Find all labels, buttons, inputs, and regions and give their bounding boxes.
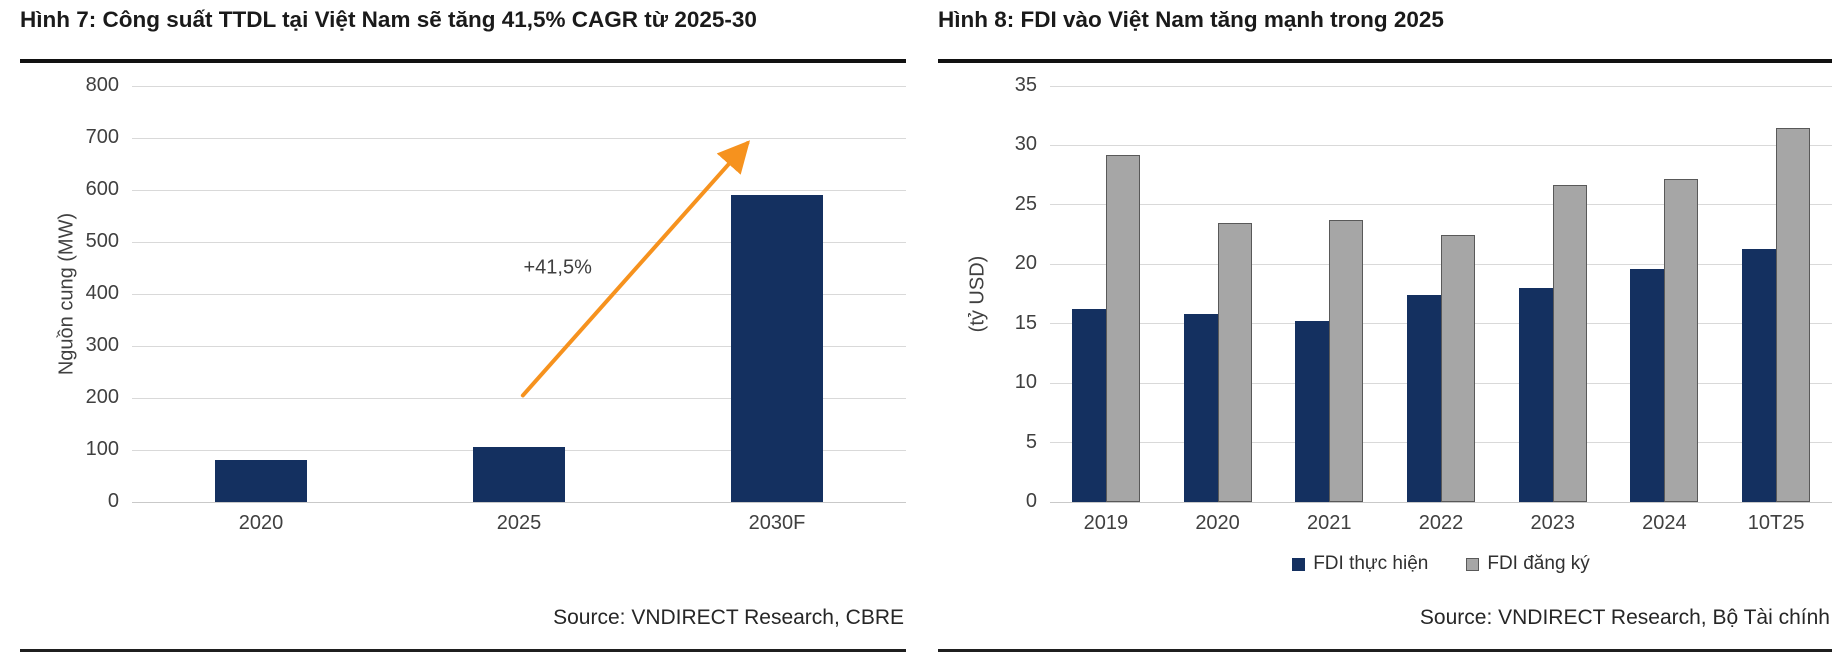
x-axis-label: 2020 xyxy=(1195,512,1240,534)
legend-label: FDI đăng ký xyxy=(1487,553,1590,574)
bar xyxy=(1329,220,1364,502)
y-tick-label: 5 xyxy=(1025,430,1037,453)
y-tick-label: 700 xyxy=(85,126,119,149)
gridline xyxy=(1050,85,1832,87)
bar xyxy=(1776,127,1811,502)
y-tick-label: 600 xyxy=(85,178,119,201)
x-axis-label: 2020 xyxy=(238,512,284,534)
x-axis-label: 2022 xyxy=(1418,512,1464,534)
x-axis-label: 2023 xyxy=(1530,512,1575,534)
bar xyxy=(1105,154,1140,502)
gridline xyxy=(1050,204,1832,206)
gridline xyxy=(132,345,906,347)
growth-annotation-label: +41,5% xyxy=(523,256,592,279)
figure-7-title: Hình 7: Công suất TTDL tại Việt Nam sẽ t… xyxy=(20,7,757,32)
gridline xyxy=(1050,144,1832,146)
figure-7-panel: Hình 7: Công suất TTDL tại Việt Nam sẽ t… xyxy=(20,0,906,668)
figure-7-y-axis-label: Nguồn cung (MW) xyxy=(55,212,78,376)
y-tick-label: 500 xyxy=(85,230,119,253)
bar xyxy=(215,460,307,502)
legend-item: FDI đăng ký xyxy=(1466,553,1590,575)
legend-swatch xyxy=(1292,557,1306,571)
bar xyxy=(473,447,565,502)
y-tick-label: 800 xyxy=(85,74,119,97)
gridline xyxy=(132,189,906,191)
y-tick-label: 200 xyxy=(85,386,119,409)
gridline xyxy=(132,241,906,243)
y-tick-label: 35 xyxy=(1014,74,1037,97)
bar xyxy=(731,195,823,502)
x-axis-label: 2025 xyxy=(496,512,542,534)
y-tick-label: 300 xyxy=(85,334,119,357)
figure-8-bottom-rule xyxy=(938,649,1832,652)
x-axis-label: 2030F xyxy=(748,512,806,534)
figure-7-source: Source: VNDIRECT Research, CBRE xyxy=(553,606,904,629)
x-axis-line xyxy=(1050,501,1832,503)
y-tick-label: 0 xyxy=(1025,490,1037,513)
y-tick-label: 400 xyxy=(85,282,119,305)
bar xyxy=(1552,184,1587,502)
bar xyxy=(1630,269,1665,502)
figure-7-bottom-rule xyxy=(20,649,906,652)
y-tick-label: 30 xyxy=(1014,133,1037,156)
figure-8-y-axis-label: (tỷ USD) xyxy=(966,255,989,333)
x-axis-label: 2021 xyxy=(1307,512,1352,534)
y-tick-label: 15 xyxy=(1014,311,1037,334)
x-axis-line xyxy=(132,501,906,503)
figure-8-title-rule xyxy=(938,59,1832,63)
bar xyxy=(1742,248,1777,502)
bar xyxy=(1071,309,1106,502)
bar xyxy=(1407,295,1441,502)
bar xyxy=(1217,222,1252,502)
gridline xyxy=(132,293,906,295)
bar xyxy=(1295,321,1330,502)
bar xyxy=(1664,178,1699,502)
figure-8-legend: FDI thực hiện FDI đăng ký xyxy=(1050,553,1832,575)
growth-arrow xyxy=(520,140,750,398)
y-tick-label: 20 xyxy=(1014,252,1037,275)
y-tick-label: 0 xyxy=(107,490,119,513)
x-axis-label: 10T25 xyxy=(1747,512,1805,534)
figure-7-plot-area: 0 100 200 300 400 500 600 700 800 2020 2025 2030F +4… xyxy=(86,74,906,534)
figure-8-source: Source: VNDIRECT Research, Bộ Tài chính xyxy=(1419,606,1830,629)
figure-8-title: Hình 8: FDI vào Việt Nam tăng mạnh trong… xyxy=(938,7,1444,32)
y-tick-label: 25 xyxy=(1014,192,1037,215)
figure-8-panel: Hình 8: FDI vào Việt Nam tăng mạnh trong… xyxy=(938,0,1832,668)
gridline xyxy=(132,397,906,399)
y-tick-label: 100 xyxy=(85,438,119,461)
figure-8-plot-area: 0 5 10 15 20 25 30 35 2019 2020 2021 2022 2023 2024 10… xyxy=(1015,74,1832,534)
gridline xyxy=(132,85,906,87)
y-tick-label: 10 xyxy=(1014,371,1037,394)
legend-swatch xyxy=(1466,557,1480,571)
figure-7-title-rule xyxy=(20,59,906,63)
legend-label: FDI thực hiện xyxy=(1313,553,1429,574)
bar xyxy=(1518,288,1553,502)
x-axis-label: 2019 xyxy=(1083,512,1129,534)
legend-item: FDI thực hiện xyxy=(1292,553,1428,575)
bar xyxy=(1183,314,1218,502)
x-axis-label: 2024 xyxy=(1642,512,1687,534)
bar xyxy=(1441,234,1475,502)
gridline xyxy=(132,137,906,139)
